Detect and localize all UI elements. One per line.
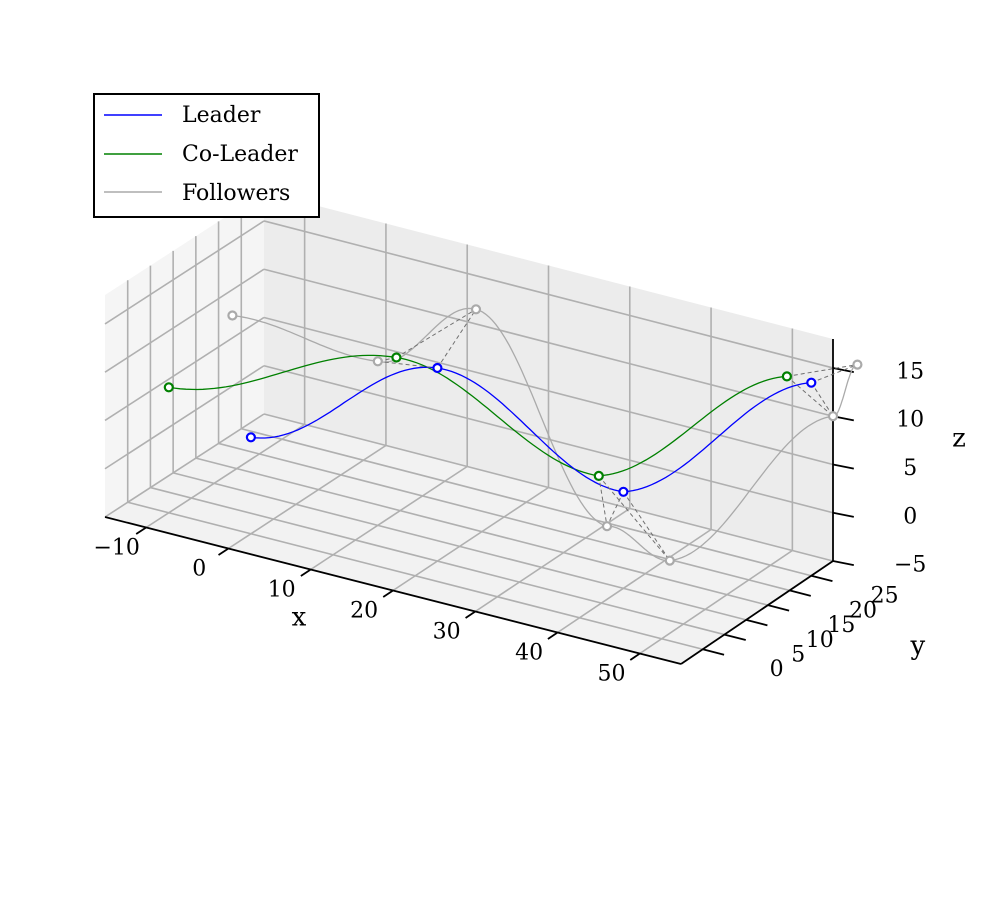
waypoint-marker-leader (432, 362, 443, 374)
y-tick-label: 5 (791, 643, 805, 668)
grid-line-z (263, 268, 834, 417)
formation-link (598, 475, 608, 527)
grid-line-x (310, 465, 468, 571)
grid-line-z (104, 365, 265, 470)
legend-label-followers: Followers (182, 181, 290, 206)
z-tick (832, 560, 854, 567)
grid-line-y (172, 472, 747, 621)
x-tick (465, 610, 476, 619)
waypoint-marker-co-leader (391, 352, 402, 363)
y-tick (745, 618, 768, 627)
legend-label-leader: Leader (182, 103, 261, 128)
x-tick-label: 50 (598, 662, 626, 687)
grid-line-x (639, 549, 793, 655)
series-line-co-leader (168, 354, 787, 477)
grid-line-z (104, 220, 265, 325)
plot-area (163, 304, 863, 566)
formation-link (606, 491, 624, 527)
y-tick (811, 574, 833, 583)
x-tick (382, 589, 394, 598)
grid-line-z (263, 220, 834, 369)
grid-line-z (104, 316, 265, 422)
waypoint-marker-followers (664, 555, 675, 566)
x-tick (218, 547, 229, 556)
x-tick (135, 526, 147, 535)
formation-link (786, 376, 834, 417)
grid-line-x (392, 486, 549, 592)
formation-link (786, 364, 858, 377)
waypoint-marker-followers (852, 359, 863, 370)
z-tick (832, 367, 854, 373)
formation-link (598, 475, 671, 561)
y-axis-line (680, 560, 834, 665)
waypoint-marker-co-leader (163, 382, 174, 393)
grid-line-z (104, 413, 265, 518)
y-tick-label: 0 (770, 657, 784, 682)
x-tick (300, 568, 312, 577)
y-tick (789, 589, 812, 597)
grid-line-z (104, 268, 265, 373)
formation-link (396, 308, 477, 358)
grid-line-x (557, 528, 712, 634)
z-tick-label: 0 (903, 504, 917, 529)
y-tick-label: 10 (806, 628, 834, 653)
legend: Leader Co-Leader Followers (93, 93, 320, 218)
z-tick-label: 5 (903, 456, 917, 481)
x-tick-label: 10 (268, 578, 296, 603)
y-tick-label: 25 (871, 584, 899, 609)
y-tick (767, 604, 790, 612)
x-tick-label: −10 (93, 536, 139, 561)
y-tick-label: 15 (827, 613, 855, 638)
waypoint-marker-co-leader (593, 470, 604, 481)
grid-line-x (145, 423, 306, 529)
x-tick-label: 20 (350, 599, 378, 624)
waypoint-marker-followers (470, 304, 482, 315)
grid-line-y (218, 442, 790, 592)
grid-line-y (241, 427, 812, 577)
legend-label-co-leader: Co-Leader (182, 142, 298, 167)
formation-link (811, 364, 858, 384)
waypoint-marker-leader (618, 486, 629, 497)
waypoint-marker-leader (806, 377, 817, 388)
grid-line-y (150, 486, 725, 636)
series-line-leader (250, 366, 812, 493)
y-tick (724, 633, 746, 641)
waypoint-marker-followers (372, 356, 383, 367)
waypoint-marker-followers (601, 521, 613, 532)
x-tick (629, 652, 641, 661)
grid-line-z (263, 364, 834, 514)
z-tick (832, 463, 854, 470)
waypoint-marker-followers (227, 310, 238, 321)
grid-line-y (195, 457, 769, 606)
formation-link (377, 360, 438, 369)
x-tick-label: 40 (515, 641, 543, 666)
x-tick (547, 631, 559, 640)
z-tick-label: 15 (896, 360, 924, 385)
x-tick-label: 30 (433, 620, 461, 645)
floor-pane (105, 414, 833, 664)
y-axis-title: y (910, 631, 926, 661)
waypoint-marker-followers (827, 411, 839, 422)
grid-line-x (227, 444, 387, 550)
y-tick-label: 20 (849, 598, 877, 623)
waypoint-marker-co-leader (781, 371, 793, 382)
side-pane (105, 192, 264, 517)
formation-link (436, 309, 477, 369)
z-tick (832, 511, 854, 518)
waypoint-marker-leader (245, 432, 256, 443)
z-tick-label: −5 (894, 553, 926, 578)
axis-lines (104, 339, 854, 665)
y-tick (702, 648, 725, 656)
z-axis-title: z (952, 424, 966, 454)
grid-line-y (127, 501, 703, 651)
grid-line-z (263, 316, 834, 466)
x-tick-label: 0 (192, 557, 206, 582)
x-axis-title: x (292, 602, 307, 632)
z-tick-label: 10 (896, 408, 924, 433)
grid-line-z (263, 413, 834, 562)
